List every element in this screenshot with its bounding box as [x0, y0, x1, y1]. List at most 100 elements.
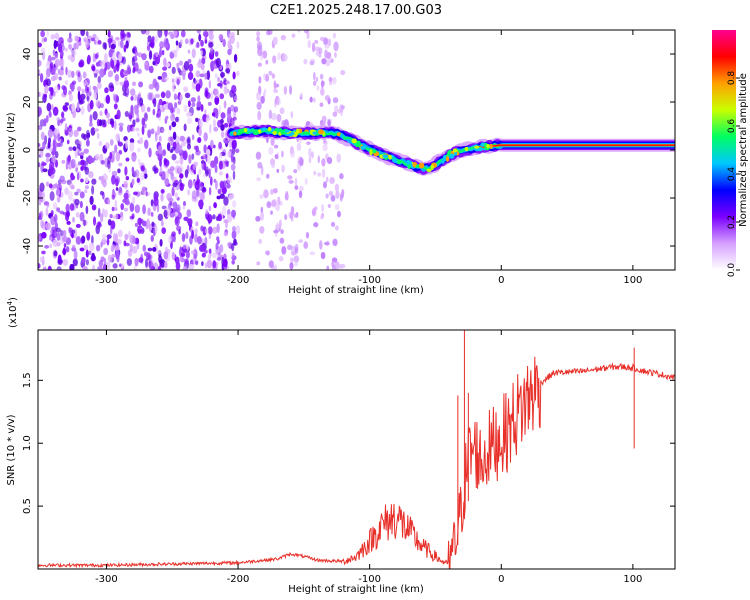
noise-speckle — [68, 190, 73, 201]
ridge-blob — [318, 129, 324, 135]
noise-speckle — [183, 61, 190, 71]
noise-speckle — [85, 249, 89, 258]
noise-speckle — [255, 215, 261, 222]
noise-speckle — [274, 153, 279, 160]
noise-speckle — [91, 234, 94, 245]
ridge-blob — [430, 164, 435, 171]
noise-speckle — [205, 166, 209, 175]
noise-speckle — [41, 51, 46, 61]
noise-speckle — [275, 203, 280, 212]
noise-speckle — [100, 241, 103, 248]
noise-speckle — [143, 251, 149, 257]
noise-speckle — [160, 170, 166, 181]
noise-speckle — [227, 39, 232, 50]
noise-speckle — [42, 141, 46, 150]
noise-speckle — [205, 148, 211, 156]
noise-speckle — [280, 34, 286, 41]
noise-speckle — [103, 209, 108, 218]
noise-speckle — [131, 166, 135, 174]
noise-speckle — [111, 253, 116, 258]
noise-speckle — [46, 60, 51, 66]
noise-speckle — [167, 102, 174, 111]
top-y-ticks: -40 -20 0 20 40 — [22, 48, 675, 254]
noise-speckle — [321, 158, 326, 167]
noise-speckle — [214, 73, 218, 79]
noise-speckle — [173, 93, 178, 101]
noise-speckle — [203, 131, 207, 142]
noise-speckle — [118, 162, 123, 167]
noise-speckle — [38, 146, 41, 156]
noise-speckle — [180, 252, 186, 257]
noise-speckle — [209, 176, 213, 186]
x-tick-label: -100 — [358, 574, 381, 585]
noise-speckle — [257, 62, 262, 67]
noise-speckle — [306, 141, 311, 146]
noise-speckle — [145, 190, 148, 197]
noise-speckle — [38, 213, 42, 219]
noise-speckle — [212, 226, 218, 234]
noise-speckle — [45, 222, 51, 231]
noise-speckle — [99, 190, 104, 196]
top-x-ticks: -300 -200 -100 0 100 — [95, 30, 642, 286]
noise-speckle — [217, 188, 222, 195]
noise-speckle — [180, 70, 187, 77]
ridge-blob — [272, 130, 277, 136]
noise-speckle — [62, 258, 69, 266]
noise-speckle — [138, 81, 144, 88]
noise-speckle — [157, 30, 163, 38]
noise-speckle — [39, 256, 44, 263]
noise-speckle — [148, 50, 153, 60]
noise-speckle — [110, 43, 116, 50]
noise-speckle — [208, 33, 214, 41]
noise-speckle — [56, 116, 59, 121]
noise-speckle — [58, 36, 64, 44]
noise-speckle — [64, 187, 69, 195]
y-tick-label: 20 — [22, 96, 33, 109]
noise-speckle — [289, 85, 293, 95]
noise-speckle — [327, 203, 331, 208]
noise-speckle — [289, 262, 294, 270]
noise-speckle — [86, 95, 90, 101]
top-x-axis-label: Height of straight line (km) — [288, 285, 424, 296]
noise-speckle — [331, 264, 336, 270]
noise-speckle — [134, 94, 138, 102]
noise-speckle — [71, 232, 74, 239]
noise-speckle — [46, 67, 51, 78]
noise-speckle — [95, 153, 100, 160]
noise-speckle — [80, 151, 85, 156]
ridge-blob — [261, 127, 267, 131]
noise-speckle — [187, 179, 193, 189]
noise-speckle — [83, 79, 88, 88]
noise-speckle — [187, 189, 191, 196]
noise-speckle — [232, 200, 237, 208]
noise-speckle — [218, 152, 223, 160]
noise-speckle — [232, 170, 236, 181]
noise-speckle — [330, 221, 336, 227]
noise-speckle — [191, 153, 195, 160]
noise-speckle — [80, 237, 84, 245]
noise-speckle — [332, 111, 338, 117]
noise-speckle — [132, 81, 137, 87]
noise-speckle — [84, 189, 88, 194]
noise-speckle — [309, 251, 316, 256]
noise-speckle — [180, 30, 186, 38]
noise-speckle — [228, 33, 231, 42]
noise-speckle — [40, 131, 45, 141]
noise-speckle — [152, 99, 156, 104]
noise-speckle — [164, 260, 168, 269]
noise-speckle — [56, 266, 62, 270]
noise-speckle — [38, 234, 41, 242]
noise-speckle — [196, 30, 201, 34]
noise-speckle — [256, 36, 260, 42]
noise-speckle — [201, 191, 205, 202]
noise-speckle — [161, 149, 167, 157]
noise-speckle — [268, 260, 274, 269]
noise-speckle — [200, 104, 204, 112]
noise-speckle — [181, 141, 186, 147]
noise-speckle — [201, 245, 206, 253]
noise-speckle — [90, 157, 95, 163]
noise-speckle — [144, 139, 149, 150]
colorbar-label: Normalized spectral amplitude — [738, 73, 749, 227]
noise-speckle — [117, 229, 123, 238]
noise-speckle — [44, 93, 48, 99]
